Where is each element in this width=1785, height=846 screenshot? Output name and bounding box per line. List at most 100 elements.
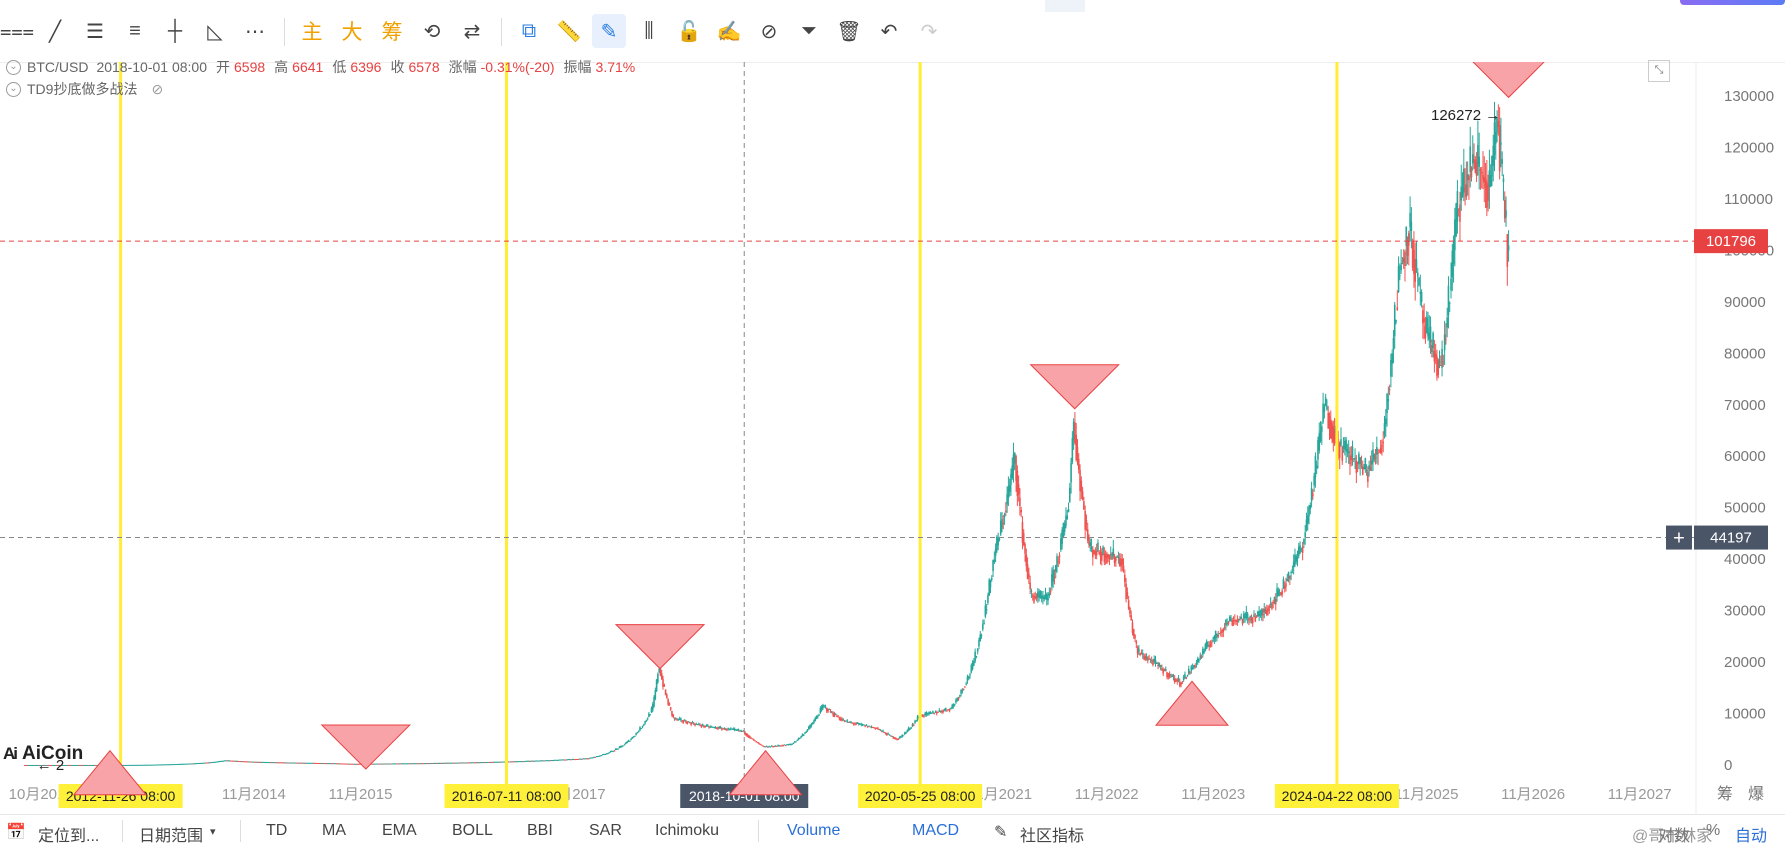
candle-body (265, 762, 268, 764)
indicator-name[interactable]: TD9抄底做多战法 (27, 81, 138, 97)
candle-body (1445, 339, 1447, 341)
candle-body (791, 743, 794, 745)
amplitude-value: 3.71% (595, 59, 636, 75)
indicator-boll[interactable]: BOLL (452, 822, 493, 839)
candle-body (1083, 501, 1085, 510)
candle-type-icon[interactable]: ⫼ (644, 19, 654, 42)
volume-indicator[interactable]: Volume (787, 822, 841, 839)
indicator-ichimoku[interactable]: Ichimoku (655, 822, 720, 839)
candle-body (825, 707, 828, 712)
horizontal-lines-icon[interactable]: ≡ (129, 19, 141, 42)
candle-body (571, 759, 573, 761)
vertical-marker-label-bg (1274, 784, 1399, 808)
candle-body (557, 759, 559, 761)
candle-body (378, 763, 380, 765)
chevron-down-icon[interactable]: ▾ (210, 826, 216, 838)
compare-icon[interactable]: ⇄ (463, 20, 481, 43)
log-scale-toggle[interactable]: 对数 (1658, 828, 1691, 845)
candle-body (1323, 406, 1326, 412)
date-range-button[interactable]: 日期范围 (139, 828, 204, 845)
candle-body (611, 750, 613, 752)
community-indicators-button[interactable]: 社区指标 (1020, 828, 1085, 845)
candle-body (1290, 572, 1292, 574)
candle-body (268, 762, 270, 764)
candle-body (1379, 447, 1382, 454)
candle-body (738, 730, 741, 732)
candle-body (967, 676, 970, 679)
chip-distribution-button[interactable]: 筹 (381, 21, 403, 44)
candle-body (1384, 418, 1387, 425)
candle-body (32, 764, 35, 766)
candle-body (761, 745, 764, 747)
ohlc-row: ⌄ BTC/USD 2018-10-01 08:00 开 6598 高 6641 低… (6, 56, 635, 78)
candle-body (956, 698, 959, 701)
candle-body (572, 758, 575, 760)
calendar-icon[interactable]: 📅 (6, 824, 26, 841)
candle-body (327, 763, 329, 765)
candle-style-icon[interactable]: ⩶ (0, 19, 35, 42)
trend-line-icon[interactable]: ╱ (48, 20, 62, 43)
brush-icon[interactable]: ✎ (592, 14, 626, 48)
fullscreen-icon[interactable]: ⤡ (1648, 60, 1670, 82)
candle-body (421, 763, 424, 765)
indicator-td[interactable]: TD (266, 822, 288, 839)
macd-indicator[interactable]: MACD (912, 822, 960, 839)
candle-body (559, 759, 562, 761)
price-chart[interactable]: 0 10000 20000 30000 40000 50000 60000 70000 8000… (0, 62, 1785, 814)
main-indicator-button[interactable]: 主 (301, 21, 323, 44)
draw-shape-icon[interactable]: ⧉ (521, 19, 537, 42)
collapse-toggle-icon[interactable]: ⌄ (6, 59, 21, 75)
candle-body (1099, 552, 1102, 557)
candle-body (1007, 486, 1010, 499)
candle-body (437, 762, 439, 764)
magnet-icon[interactable]: ⊘ (760, 20, 778, 43)
filter-icon[interactable]: ⏷ (801, 19, 817, 42)
candle-body (781, 745, 783, 747)
big-order-button[interactable]: 大 (341, 21, 363, 44)
candle-body (1100, 552, 1103, 561)
angle-icon[interactable]: ◺ (207, 20, 223, 43)
candle-body (1079, 469, 1081, 491)
candle-body (1042, 595, 1044, 599)
candle-body (678, 718, 681, 720)
candle-body (434, 762, 437, 764)
candle-body (1387, 399, 1390, 402)
visibility-eye-icon[interactable]: ⊘ (151, 81, 164, 97)
candle-body (499, 761, 502, 763)
candle-body (1034, 596, 1037, 599)
candle-body (843, 720, 846, 722)
redo-icon[interactable]: ↷ (920, 20, 938, 43)
note-icon[interactable]: ✍ (716, 20, 742, 43)
candle-body (1090, 546, 1093, 550)
edit-icon[interactable]: ✎ (994, 824, 1008, 841)
candle-body (60, 764, 63, 766)
candle-body (25, 764, 27, 766)
candle-body (160, 764, 163, 766)
ruler-icon[interactable]: 📏 (556, 20, 582, 43)
unlock-icon[interactable]: 🔓 (676, 20, 702, 43)
auto-scale-toggle[interactable]: 自动 (1735, 828, 1768, 845)
candle-body (515, 761, 517, 763)
locate-button[interactable]: 定位到... (38, 828, 100, 845)
candle-body (59, 764, 62, 766)
percent-scale-toggle[interactable]: % (1706, 822, 1721, 839)
bottom-separator (240, 820, 241, 842)
more-icon[interactable]: ⋯ (245, 20, 265, 43)
candle-body (1318, 433, 1321, 451)
collapse-toggle-icon[interactable]: ⌄ (6, 81, 21, 97)
parallel-channel-icon[interactable]: ☰ (86, 20, 104, 43)
replay-icon[interactable]: ⟲ (423, 20, 441, 43)
candle-body (1190, 666, 1193, 671)
candle-body (1131, 622, 1134, 633)
indicator-bbi[interactable]: BBI (527, 822, 553, 839)
candle-body (1062, 522, 1065, 538)
candle-body (250, 761, 252, 763)
undo-icon[interactable]: ↶ (880, 20, 898, 43)
indicator-sar[interactable]: SAR (589, 822, 622, 839)
indicator-ema[interactable]: EMA (382, 822, 417, 839)
trash-icon[interactable]: 🗑 (836, 20, 862, 43)
cross-line-icon[interactable]: ┼ (167, 19, 183, 42)
candle-body (1281, 590, 1283, 595)
candle-body (990, 577, 993, 580)
indicator-ma[interactable]: MA (322, 822, 346, 839)
